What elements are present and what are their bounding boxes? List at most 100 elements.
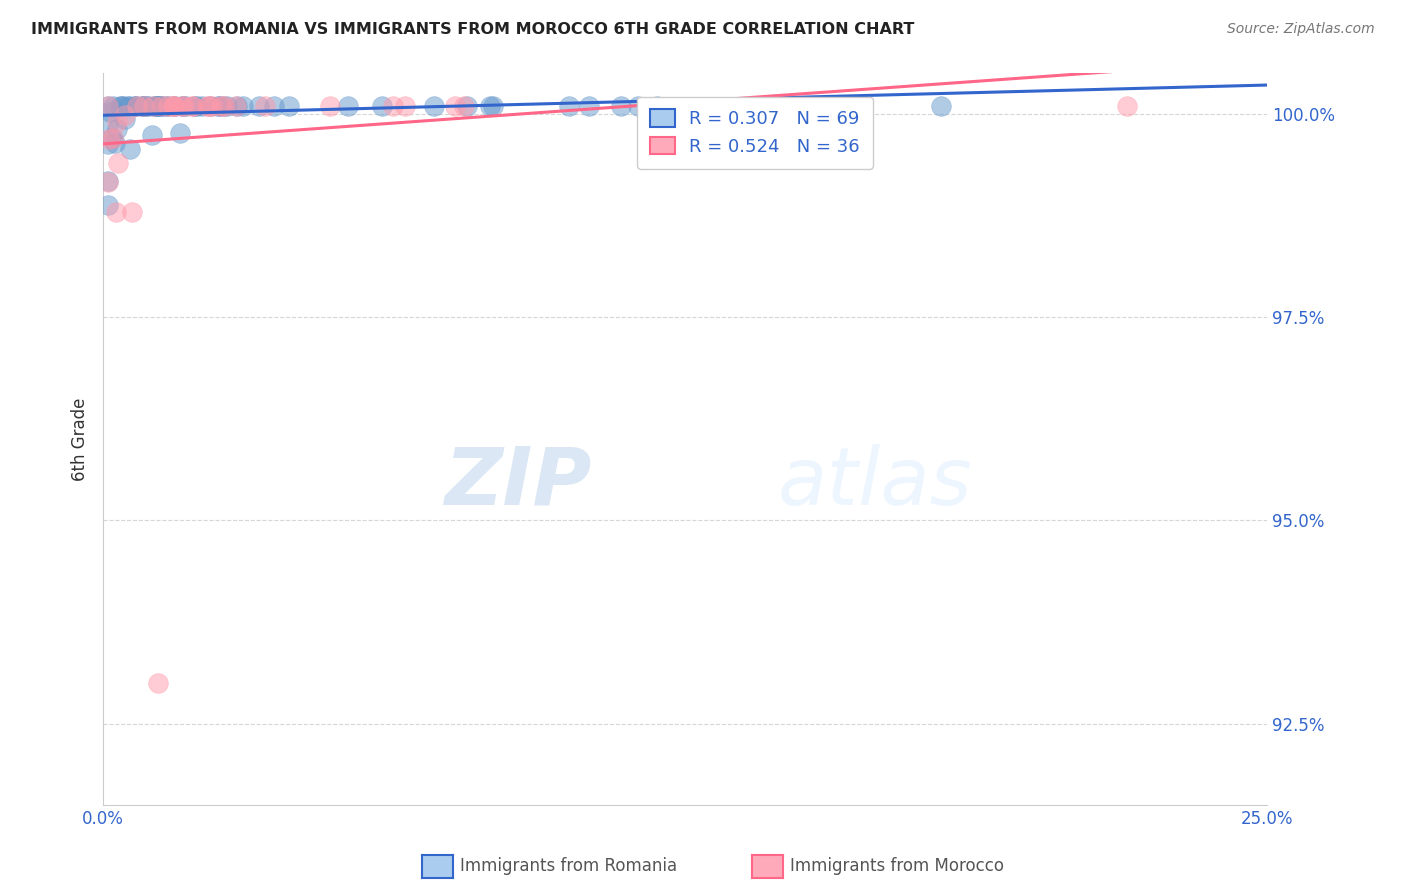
Point [103,98,125,112]
Point [111,98,134,112]
Point [156,98,179,112]
Point [135,98,157,112]
Point [162,98,184,112]
Point [156,98,179,112]
Point [97,198,120,212]
Point [104,205,127,219]
Point [190,98,212,112]
Point [174,98,197,112]
Point [97,132,120,146]
Point [131,98,153,112]
Point [97,118,120,132]
Point [97,98,120,112]
Point [121,204,143,219]
Point [97,136,120,151]
Point [278,98,301,112]
Point [114,108,136,122]
Point [212,98,235,112]
Point [627,98,650,112]
Text: ZIP: ZIP [444,444,592,522]
Point [100,131,122,145]
Point [112,98,135,112]
Point [150,98,173,112]
Point [790,98,813,112]
Point [183,98,205,112]
Point [107,156,129,170]
Point [155,98,177,112]
Point [453,98,475,112]
Text: IMMIGRANTS FROM ROMANIA VS IMMIGRANTS FROM MOROCCO 6TH GRADE CORRELATION CHART: IMMIGRANTS FROM ROMANIA VS IMMIGRANTS FR… [31,22,914,37]
Point [101,131,124,145]
Point [423,98,446,112]
Point [253,98,276,112]
Point [195,98,218,112]
Point [148,98,170,112]
Point [120,142,142,156]
Point [150,98,173,112]
Point [232,98,254,112]
Point [143,98,166,112]
Point [162,98,184,112]
Point [207,98,229,112]
Point [124,98,146,112]
Point [557,98,579,112]
Point [125,98,148,112]
Point [163,98,186,112]
Point [173,98,195,112]
Point [146,98,169,112]
Text: Immigrants from Romania: Immigrants from Romania [460,857,676,875]
Point [114,112,136,127]
Point [146,676,169,690]
Point [225,98,247,112]
Point [482,98,505,112]
Point [263,98,285,112]
Point [929,98,952,112]
Point [143,98,166,112]
Point [337,98,360,112]
Point [110,98,132,112]
Point [97,98,120,112]
Point [1116,98,1139,112]
Point [134,98,156,112]
Point [170,98,193,112]
Point [132,98,155,112]
Point [117,98,139,112]
Point [145,98,167,112]
Point [394,98,416,112]
Point [105,121,128,136]
Point [169,126,191,140]
Point [479,98,502,112]
Text: atlas: atlas [778,444,973,522]
Point [127,98,149,112]
Point [181,98,204,112]
Point [207,98,229,112]
Text: Source: ZipAtlas.com: Source: ZipAtlas.com [1227,22,1375,37]
Point [97,174,120,188]
Point [172,98,194,112]
Point [212,98,235,112]
Point [118,98,141,112]
Text: Immigrants from Morocco: Immigrants from Morocco [790,857,1004,875]
Point [371,98,394,112]
Point [610,98,633,112]
Point [209,98,232,112]
Point [444,98,467,112]
Point [201,98,224,112]
Point [247,98,270,112]
Legend: R = 0.307   N = 69, R = 0.524   N = 36: R = 0.307 N = 69, R = 0.524 N = 36 [637,96,873,169]
Point [180,98,202,112]
Point [134,98,156,112]
Point [141,128,163,143]
Point [578,98,600,112]
Point [149,98,172,112]
Point [146,98,169,112]
Point [198,98,221,112]
Point [163,98,186,112]
Point [198,98,221,112]
Point [105,115,128,129]
Point [124,98,146,112]
Point [104,136,127,150]
Point [319,98,342,112]
Point [163,98,186,112]
Point [217,98,239,112]
